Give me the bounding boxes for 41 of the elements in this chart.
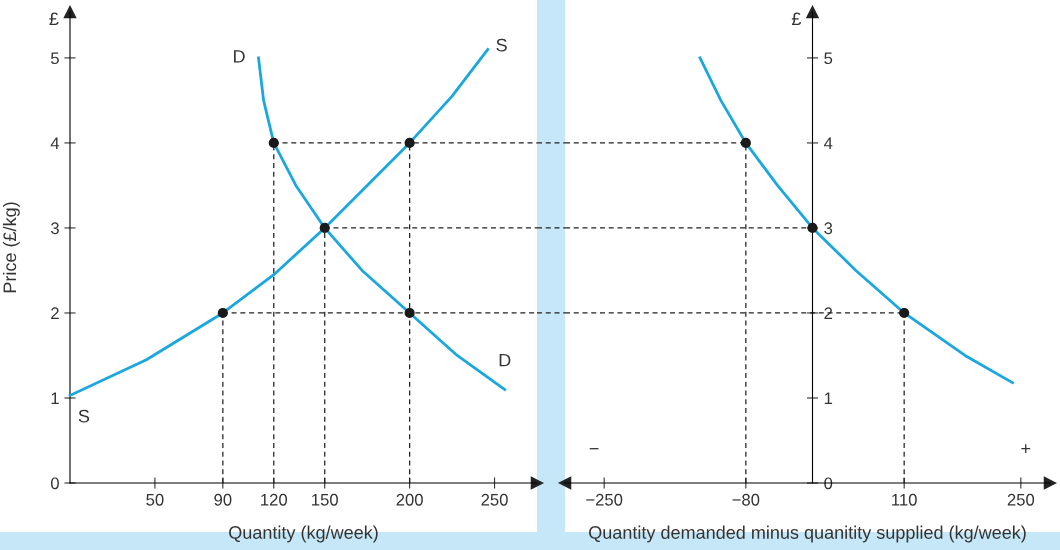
x-axis-title: Quantity (kg/week) — [229, 525, 378, 543]
line-series — [68, 48, 490, 397]
annotation: + — [1021, 444, 1031, 454]
x-tick-label: −80 — [732, 493, 760, 506]
annotation: £ — [791, 12, 802, 25]
y-tick-label: 2 — [51, 307, 59, 319]
annotation: − — [589, 448, 599, 450]
y-tick-label: 4 — [50, 137, 60, 149]
x-tick-label: 250 — [481, 493, 508, 506]
point — [404, 137, 415, 149]
x-tick-label: −250 — [586, 493, 623, 506]
y-tick-label: 3 — [824, 222, 833, 235]
x-tick-label: 90 — [214, 493, 232, 506]
x-tick-label: 120 — [261, 493, 288, 506]
text: D — [499, 353, 511, 367]
x-tick-label: 50 — [146, 493, 164, 506]
series-label: D — [234, 50, 245, 63]
y-tick-label: 3 — [50, 222, 59, 235]
y-tick-label: 1 — [51, 392, 59, 405]
x-tick-label: 250 — [1007, 493, 1035, 506]
text: £ — [49, 12, 59, 25]
y-tick-label: 5 — [824, 52, 833, 65]
series-label: S — [496, 38, 507, 52]
point — [899, 307, 910, 319]
y-tick-label: 0 — [50, 477, 59, 490]
point — [217, 307, 228, 319]
point — [319, 222, 330, 234]
y-tick-label: 2 — [824, 307, 833, 319]
y-tick-label: 5 — [50, 52, 59, 65]
point — [740, 137, 751, 149]
y-axis-title: Price (£/kg) — [2, 202, 20, 293]
point — [404, 307, 415, 319]
x-tick-label: 200 — [396, 493, 423, 506]
text: S — [78, 409, 90, 423]
y-tick-label: 1 — [824, 392, 833, 405]
x-tick-label: 150 — [312, 493, 338, 506]
y-tick-label: 4 — [823, 137, 833, 149]
x-axis-title: Quantity demanded minus quanitity supplied (kg/week) — [589, 525, 1026, 543]
x-tick-label: 110 — [892, 493, 917, 506]
point — [268, 137, 279, 149]
point — [807, 222, 818, 234]
